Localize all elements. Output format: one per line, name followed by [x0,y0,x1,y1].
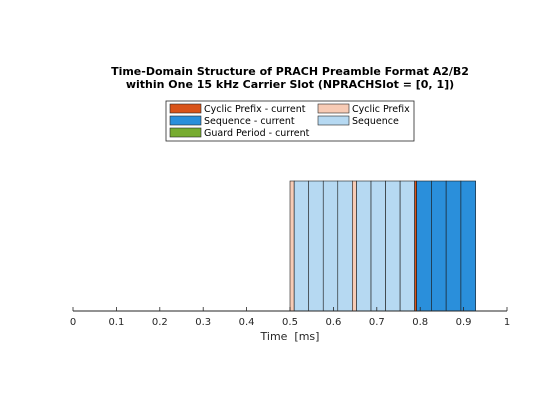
x-tick-label-7: 0.7 [369,317,385,328]
legend-swatch-0 [169,103,202,114]
x-tick-label-8: 0.8 [412,317,428,328]
segment-14 [460,180,476,312]
legend-label-1: Sequence - current [204,116,295,127]
x-tick-label-1: 0.1 [108,317,124,328]
legend-label-2: Guard Period - current [204,128,310,139]
segment-1 [293,180,310,312]
segment-0 [289,180,295,312]
x-tick-label-4: 0.4 [239,317,255,328]
legend-box [165,100,415,142]
bars-group [289,180,476,312]
x-tick-label-5: 0.5 [282,317,298,328]
x-tick-label-3: 0.3 [195,317,211,328]
segment-8 [385,180,401,312]
legend-swatch-2 [169,127,202,138]
legend-swatch-3 [317,103,350,114]
x-tick-label-10: 1 [504,317,510,328]
segment-7 [370,180,386,312]
segment-12 [431,180,447,312]
legend-label-4: Sequence [352,116,399,127]
segment-4 [337,180,353,312]
legend-label-0: Cyclic Prefix - current [204,104,306,115]
chart-title-line-1: Time-Domain Structure of PRACH Preamble … [111,65,469,78]
x-tick-label-6: 0.6 [325,317,341,328]
legend-swatch-1 [169,115,202,126]
x-tick-label-2: 0.2 [152,317,168,328]
legend-swatch-4 [317,115,350,126]
x-tick-label-9: 0.9 [456,317,472,328]
segment-11 [416,180,432,312]
segment-2 [308,180,324,312]
segment-13 [445,180,462,312]
chart-title-line-2: within One 15 kHz Carrier Slot (NPRACHSl… [126,78,454,91]
segment-5 [352,180,357,312]
x-axis-label: Time [ms] [260,330,320,343]
legend-label-3: Cyclic Prefix [352,104,410,115]
x-ticks: 0 0.1 0.2 0.3 0.4 0.5 0.6 0.7 0.8 0.9 1 [70,307,510,328]
segment-3 [322,180,339,312]
x-tick-label-0: 0 [70,317,76,328]
segment-9 [399,180,415,312]
segment-6 [356,180,372,312]
